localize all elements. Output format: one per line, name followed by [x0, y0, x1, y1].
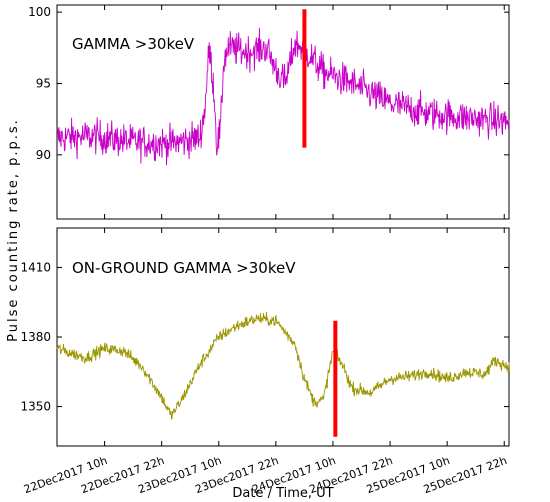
- y-tick-label: 90: [36, 148, 51, 162]
- y-tick-label: 1350: [20, 400, 51, 414]
- bottom-x-ticks: [104, 228, 505, 446]
- y-tick-label: 1380: [20, 330, 51, 344]
- x-axis-label: Date / Time, UT: [232, 486, 333, 501]
- bottom-y-ticks: 1350 1380 1410: [20, 260, 509, 414]
- top-series-line: [56, 27, 510, 166]
- top-y-ticks: 90 95 100: [28, 5, 509, 162]
- top-panel-title: GAMMA >30keV: [72, 35, 195, 53]
- bottom-panel-title: ON-GROUND GAMMA >30keV: [72, 259, 296, 277]
- y-tick-label: 95: [36, 76, 51, 90]
- bottom-panel: 1350 1380 1410 ON-GROUND GAMMA >30keV: [20, 227, 510, 447]
- y-tick-label: 1410: [20, 260, 51, 274]
- y-axis-label: Pulse counting rate, p.p.s.: [6, 118, 21, 342]
- bottom-series-line: [56, 311, 510, 420]
- top-x-ticks: [104, 5, 505, 219]
- y-tick-label: 100: [28, 5, 51, 19]
- top-panel: 90 95 100 GAMMA >30keV: [28, 4, 510, 220]
- top-panel-frame: [56, 4, 510, 220]
